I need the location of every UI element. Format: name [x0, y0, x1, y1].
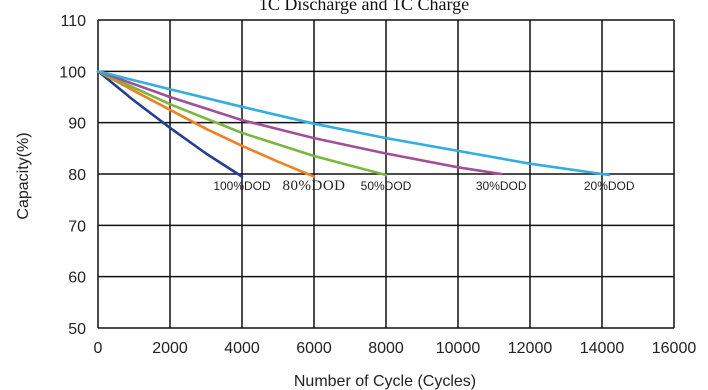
x-tick-label: 8000: [368, 340, 404, 357]
x-axis-title: Number of Cycle (Cycles): [294, 373, 476, 390]
series-line: [96, 70, 316, 178]
x-tick-label: 0: [94, 340, 103, 357]
y-tick-label: 110: [60, 13, 86, 30]
y-tick-label: 90: [68, 116, 86, 133]
series-lines: [96, 70, 611, 178]
y-tick-label: 60: [68, 270, 86, 287]
x-tick-labels: 0 2000 4000 6000 8000 10000 12000 14000 16000: [94, 340, 697, 357]
x-tick-label: 12000: [508, 340, 553, 357]
series-line: [96, 70, 244, 178]
series-line: [96, 70, 611, 177]
x-tick-label: 10000: [436, 340, 481, 357]
y-axis-title: Capacity(%): [15, 132, 32, 219]
series-label: 80%DOD: [283, 178, 346, 194]
chart-title: 1C Discharge and 1C Charge: [259, 0, 469, 14]
y-tick-label: 70: [68, 218, 86, 235]
series-label: 20%DOD: [584, 179, 635, 193]
x-tick-label: 6000: [296, 340, 332, 357]
y-tick-label: 50: [68, 321, 86, 338]
series-line: [96, 70, 503, 176]
series-label: 30%DOD: [476, 179, 527, 193]
y-tick-label: 80: [68, 167, 86, 184]
y-tick-labels: 50 60 70 80 90 100 110: [59, 13, 86, 338]
x-tick-label: 2000: [152, 340, 188, 357]
x-tick-label: 4000: [224, 340, 260, 357]
series-label: 100%DOD: [213, 179, 271, 193]
y-tick-label: 100: [59, 64, 86, 81]
series-label: 50%DOD: [361, 179, 412, 193]
series-line: [96, 70, 388, 177]
x-tick-label: 16000: [652, 340, 697, 357]
x-tick-label: 14000: [580, 340, 625, 357]
series-labels: 100%DOD 80%DOD 50%DOD 30%DOD 20%DOD: [213, 178, 635, 194]
